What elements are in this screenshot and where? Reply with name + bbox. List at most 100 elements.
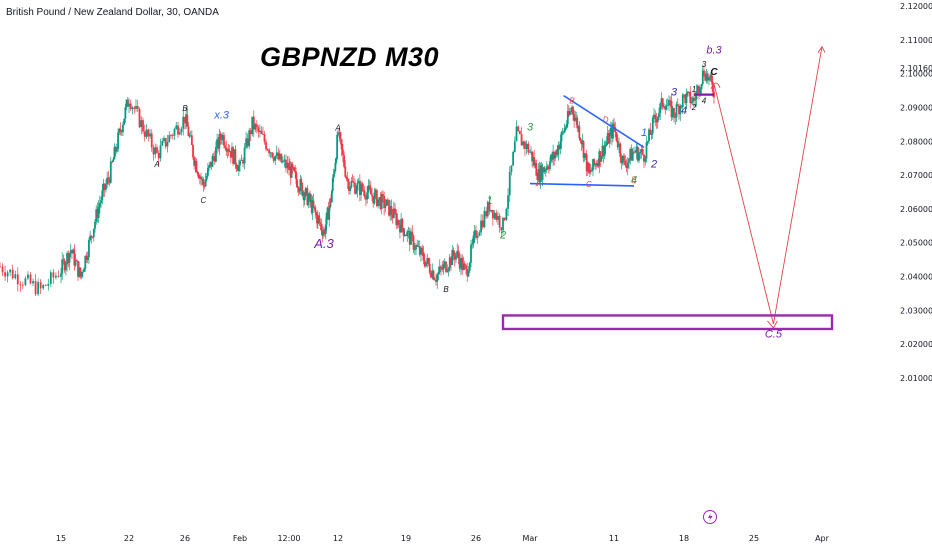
candle-body	[11, 269, 14, 279]
wave-label: C	[710, 67, 718, 78]
candle-body	[9, 269, 12, 273]
candle-body	[421, 247, 424, 252]
candle-body	[293, 167, 296, 171]
candle-body	[298, 190, 301, 192]
candle-body	[221, 135, 224, 141]
candle-body	[646, 140, 649, 143]
candle-body	[447, 268, 450, 271]
candle-body	[371, 194, 373, 197]
candle-body	[430, 272, 432, 278]
candle-body	[266, 149, 269, 151]
candle-body	[355, 190, 358, 194]
candle-body	[626, 162, 629, 168]
candle-body	[654, 114, 657, 120]
candle-body	[693, 97, 695, 101]
candle-body	[129, 103, 132, 110]
candle-body	[524, 141, 526, 149]
candle-body	[609, 127, 612, 133]
candle-body	[518, 130, 521, 135]
candle-body	[396, 219, 399, 226]
candle-body	[226, 149, 229, 152]
candle-body	[333, 171, 336, 174]
candle-body	[94, 221, 96, 229]
candle-body	[19, 284, 22, 286]
candle-body	[237, 165, 240, 171]
candle-body	[392, 208, 395, 219]
candle-body	[303, 195, 306, 201]
candle-body	[650, 133, 653, 135]
candle-body	[372, 196, 375, 204]
candle-body	[635, 146, 638, 153]
candle-body	[123, 118, 126, 125]
x-axis-tick-label: 15	[56, 534, 66, 543]
candle-body	[605, 142, 608, 145]
candle-body	[205, 175, 208, 180]
x-axis-tick-label: 19	[401, 534, 411, 543]
candle-body	[498, 215, 501, 228]
candle-body	[566, 110, 569, 125]
candle-body	[154, 147, 157, 155]
candle-body	[189, 135, 192, 137]
candle-body	[201, 178, 204, 180]
candle-body	[105, 184, 107, 190]
candle-body	[530, 151, 532, 153]
candle-body	[555, 149, 558, 155]
candle-body	[379, 197, 382, 209]
x-axis-tick-label: 11	[609, 534, 619, 543]
candle-body	[286, 162, 289, 169]
candle-body	[190, 135, 193, 145]
candle-body	[296, 186, 299, 188]
wave-label: 1	[692, 85, 696, 94]
candle-body	[678, 105, 680, 115]
candle-body	[322, 232, 325, 236]
candle-body	[608, 132, 611, 144]
candle-body	[563, 127, 566, 133]
candle-body	[582, 141, 585, 158]
candle-body	[349, 187, 352, 191]
candle-body	[313, 206, 316, 208]
candle-body	[522, 141, 525, 146]
candle-body	[249, 130, 252, 135]
candle-body	[24, 278, 27, 285]
candle-body	[354, 182, 356, 194]
candle-body	[486, 201, 489, 217]
candle-body	[594, 163, 596, 166]
candle-body	[544, 169, 547, 171]
candle-body	[340, 139, 343, 150]
candle-body	[599, 151, 602, 162]
candle-body	[462, 263, 465, 270]
candle-body	[391, 214, 394, 219]
candle-body	[581, 141, 584, 145]
wave-label: A	[334, 123, 340, 132]
candle-body	[196, 171, 199, 175]
candle-body	[461, 257, 464, 270]
candle-body	[170, 135, 172, 136]
candle-body	[194, 161, 197, 166]
candle-body	[442, 264, 445, 270]
candle-body	[633, 151, 635, 153]
candle-body	[109, 161, 112, 183]
candle-body	[186, 114, 189, 127]
candle-body	[367, 185, 370, 193]
candle-body	[243, 147, 246, 164]
candle-body	[512, 151, 515, 166]
candle-body	[188, 135, 191, 137]
candle-body	[380, 194, 383, 209]
candle-body	[418, 246, 421, 255]
candle-body	[375, 190, 378, 207]
candle-body	[336, 134, 339, 159]
candle-body	[233, 149, 236, 164]
candle-body	[681, 94, 684, 108]
candle-body	[472, 235, 475, 244]
candle-body	[551, 154, 553, 160]
candle-body	[185, 114, 188, 124]
candle-body	[550, 154, 552, 162]
candle-body	[466, 269, 469, 277]
candle-body	[706, 73, 709, 81]
candle-body	[263, 134, 266, 142]
candle-body	[61, 259, 64, 274]
candle-body	[478, 232, 481, 236]
candle-body	[525, 143, 528, 149]
candle-body	[700, 84, 703, 90]
